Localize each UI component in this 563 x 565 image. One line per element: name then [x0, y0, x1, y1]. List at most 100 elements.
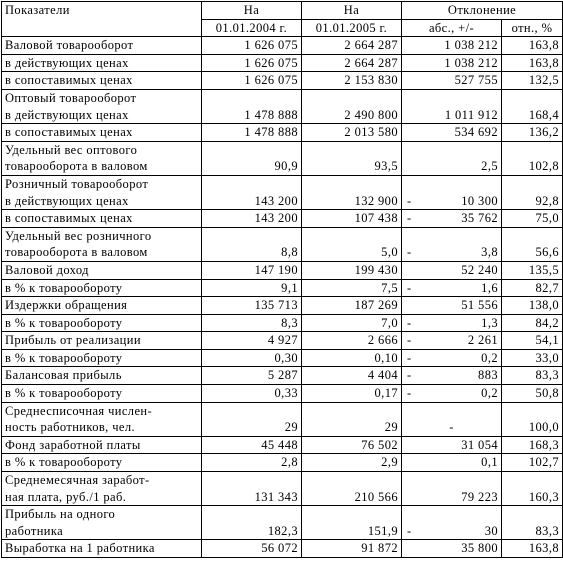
- rel-cell: 136,2: [501, 123, 563, 142]
- label-line: Оптовый товарооборот: [5, 90, 137, 105]
- label-line: Среднесписочная числен-: [5, 403, 153, 418]
- table-row: Выработка на 1 работника 56 072 91 872 35 8…: [1, 539, 563, 558]
- label-line: Издержки обращения: [5, 298, 128, 313]
- label-line: Прибыль на одного: [5, 507, 116, 522]
- abs-value: 1,6: [481, 280, 498, 295]
- header-cell: На: [301, 1, 402, 20]
- value-cell: 2 666: [301, 331, 402, 350]
- table-row: Удельный вес розничного товарооборота в в…: [1, 226, 563, 262]
- table-row: в сопоставимых ценах 1 478 888 2 013 580 53…: [1, 123, 563, 142]
- value-cell: 147 190: [201, 260, 302, 280]
- value-cell: 0,10: [301, 348, 402, 368]
- header-cell: 01.01.2004 г.: [201, 18, 302, 38]
- label-cell: в сопоставимых ценах: [1, 71, 202, 90]
- value-cell: 8,8: [201, 226, 302, 262]
- table-row: Розничный товарооборот в действующих цена…: [1, 174, 563, 211]
- rel-cell: 138,0: [501, 296, 563, 315]
- value-cell: 0,30: [201, 348, 302, 368]
- value-cell: 7,5: [301, 278, 402, 298]
- table-row: в % к товарообороту 8,3 7,0- 1,3 84,2: [1, 313, 563, 333]
- table-row: в сопоставимых ценах 143 200 107 438- 35 76…: [1, 209, 563, 228]
- label-cell: в % к товарообороту: [1, 384, 202, 403]
- label-cell: Среднесписочная числен-ность работников,…: [1, 401, 202, 437]
- label-line: в действующих ценах: [5, 107, 129, 122]
- table-row: в % к товарообороту 0,33 0,17- 0,2 50,8: [1, 384, 563, 403]
- label-line: в действующих ценах: [5, 55, 129, 70]
- abs-cell: 35 800: [401, 539, 502, 558]
- table-row: Среднесписочная числен-ность работников,…: [1, 401, 563, 437]
- table-row: Прибыль от реализации 4 927 2 666- 2 261 54,…: [1, 331, 563, 350]
- label-cell: Валовой доход: [1, 260, 202, 280]
- label-line: в % к товарообороту: [5, 455, 123, 470]
- value-cell: 29: [301, 401, 402, 437]
- rel-cell: 54,1: [501, 331, 563, 350]
- rel-cell: 33,0: [501, 348, 563, 368]
- label-cell: Фонд заработной платы: [1, 435, 202, 455]
- label-line: в действующих ценах: [5, 193, 129, 208]
- abs-cell: - 0,2: [401, 384, 502, 403]
- table-row: в % к товарообороту 2,8 2,9 0,1 102,7: [1, 453, 563, 473]
- abs-cell: 31 054: [401, 435, 502, 455]
- value-cell: 210 566: [301, 471, 402, 507]
- minus-sign: -: [407, 280, 412, 295]
- abs-cell: 534 692: [401, 123, 502, 142]
- value-cell: 45 448: [201, 435, 302, 455]
- rel-cell: 75,0: [501, 209, 563, 228]
- value-cell: 9,1: [201, 278, 302, 298]
- table-row: в % к товарообороту 0,30 0,10- 0,2 33,0: [1, 348, 563, 368]
- abs-value: 30: [484, 523, 498, 538]
- abs-value: 0,2: [481, 350, 498, 365]
- minus-sign: -: [407, 523, 412, 538]
- abs-value: 1 011 912: [444, 107, 498, 122]
- label-cell: Удельный вес оптового товарооборота в вал…: [1, 140, 202, 176]
- label-line: Выработка на 1 работника: [5, 541, 155, 556]
- header-row: Показатели На На Отклонение: [1, 0, 563, 38]
- label-line: Удельный вес розничного: [5, 228, 152, 243]
- label-line: Балансовая прибыль: [5, 368, 122, 383]
- value-cell: 4 404: [301, 366, 402, 386]
- rel-cell: 84,2: [501, 313, 563, 333]
- abs-cell: - 10 300: [401, 174, 502, 211]
- header-cell: На: [201, 1, 302, 20]
- rel-cell: 168,3: [501, 435, 563, 455]
- value-cell: 7,0: [301, 313, 402, 333]
- label-cell: в сопоставимых ценах: [1, 123, 202, 142]
- value-cell: 2 664 287: [301, 36, 402, 55]
- abs-value: 1 038 212: [444, 55, 498, 70]
- abs-value: 1,3: [481, 315, 498, 330]
- value-cell: 76 502: [301, 435, 402, 455]
- value-cell: 5,0: [301, 226, 402, 262]
- rel-cell: 92,8: [501, 174, 563, 211]
- label-line: Розничный товарооборот: [5, 176, 149, 191]
- abs-value: 10 300: [461, 193, 498, 208]
- label-line: Валовой товарооборот: [5, 38, 134, 53]
- value-cell: 135 713: [201, 296, 302, 315]
- value-cell: 91 872: [301, 539, 402, 558]
- label-line: Удельный вес оптового: [5, 142, 138, 157]
- header-cell: Отклонение: [401, 1, 563, 20]
- abs-cell: 1 011 912: [401, 88, 502, 125]
- rel-cell: 100,0: [501, 401, 563, 437]
- value-cell: 187 269: [301, 296, 402, 315]
- abs-cell: 1 038 212: [401, 53, 502, 73]
- abs-cell: - 2 261: [401, 331, 502, 350]
- rel-cell: 50,8: [501, 384, 563, 403]
- abs-cell: 52 240: [401, 260, 502, 280]
- value-cell: 132 900: [301, 174, 402, 211]
- rel-cell: 163,8: [501, 36, 563, 55]
- value-cell: 182,3: [201, 505, 302, 541]
- label-cell: в % к товарообороту: [1, 453, 202, 473]
- table-row: Валовой доход 147 190 199 430 52 240 135,5: [1, 260, 563, 280]
- abs-cell: - 1,6: [401, 278, 502, 298]
- abs-value: 883: [478, 368, 498, 383]
- value-cell: 143 200: [201, 174, 302, 211]
- value-cell: 29: [201, 401, 302, 437]
- table-row: в % к товарообороту 9,1 7,5- 1,6 82,7: [1, 278, 563, 298]
- abs-value: 31 054: [461, 437, 498, 452]
- value-cell: 143 200: [201, 209, 302, 228]
- abs-value: 51 556: [461, 298, 498, 313]
- label-line: в % к товарообороту: [5, 386, 123, 401]
- value-cell: 2 664 287: [301, 53, 402, 73]
- label-line: Среднемесячная заработ-: [5, 473, 150, 488]
